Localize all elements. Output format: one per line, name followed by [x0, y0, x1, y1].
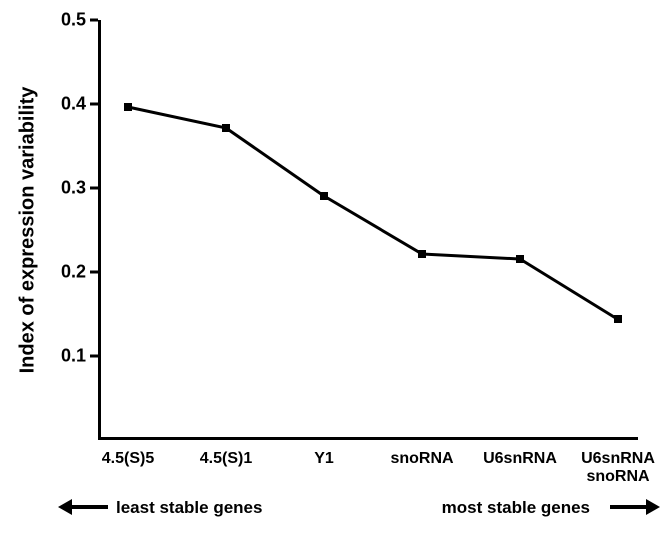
y-axis-label: Index of expression variability: [17, 87, 40, 374]
figure: Index of expression variability 0.1 0.2 0.…: [0, 0, 672, 550]
y-tick-label: 0.5: [52, 10, 86, 31]
x-tick-label: U6snRNA: [483, 450, 557, 468]
arrow-left-icon: [72, 505, 108, 509]
y-tick-label: 0.4: [52, 94, 86, 115]
x-tick-label: 4.5(S)5: [102, 450, 154, 468]
arrow-right-icon: [610, 505, 646, 509]
x-tick-label: 4.5(S)1: [200, 450, 252, 468]
y-tick: [90, 103, 98, 106]
data-point: [124, 103, 132, 111]
y-tick: [90, 355, 98, 358]
annotation-least-stable: least stable genes: [116, 498, 262, 518]
y-tick-label: 0.3: [52, 178, 86, 199]
y-tick: [90, 187, 98, 190]
x-tick-label: U6snRNA snoRNA: [581, 450, 655, 485]
y-tick: [90, 19, 98, 22]
data-point: [516, 255, 524, 263]
data-point: [614, 315, 622, 323]
data-point: [320, 192, 328, 200]
x-tick-label: snoRNA: [390, 450, 453, 468]
x-tick-label: Y1: [314, 450, 334, 468]
y-tick: [90, 271, 98, 274]
y-tick-label: 0.1: [52, 346, 86, 367]
data-point: [222, 124, 230, 132]
annotation-most-stable: most stable genes: [442, 498, 590, 518]
data-point: [418, 250, 426, 258]
y-tick-label: 0.2: [52, 262, 86, 283]
plot-area: [98, 20, 638, 440]
